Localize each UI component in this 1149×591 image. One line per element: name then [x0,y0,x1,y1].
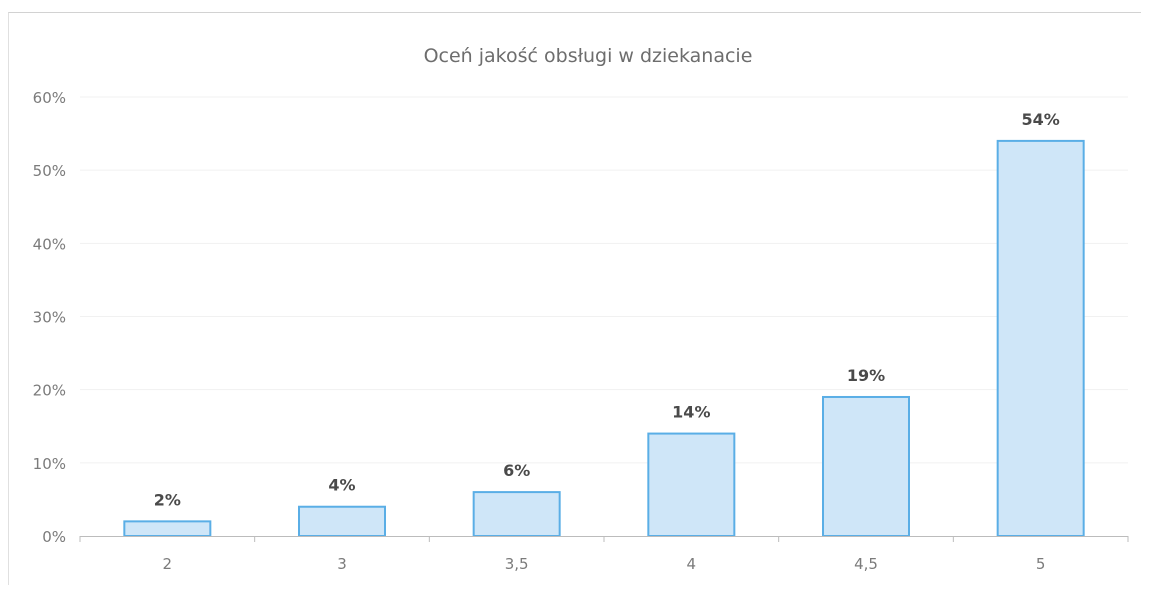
bar [123,520,212,537]
y-tick-label: 10% [33,455,66,473]
data-label: 14% [672,403,710,422]
x-tick-label: 3,5 [505,555,529,573]
x-axis: 2 3 3,5 4 4,5 5 [79,536,1129,573]
y-axis: 0% 10% 20% 30% 40% 50% 60% [33,89,66,546]
x-tick-label: 4 [687,555,697,573]
data-label: 2% [154,490,181,509]
data-label: 6% [503,461,530,480]
bar [822,395,910,537]
y-tick-label: 50% [33,162,66,180]
gridlines [80,96,1128,464]
bar [472,491,561,538]
chart-frame [8,12,1141,585]
bars [123,139,1085,538]
x-tick-label: 5 [1036,555,1046,573]
y-tick-label: 30% [33,309,66,327]
y-tick-label: 60% [33,89,66,107]
data-label: 4% [328,476,355,495]
x-tick-label: 2 [163,555,173,573]
data-label: 54% [1022,110,1060,129]
x-tick-label: 4,5 [854,555,878,573]
data-label: 19% [847,366,885,385]
chart-title: Oceń jakość obsługi w dziekanacie [424,45,753,67]
bar [298,505,386,538]
data-labels: 2% 4% 6% 14% 19% 54% [154,110,1060,509]
bar [996,139,1085,537]
y-tick-label: 20% [33,382,66,400]
x-tick-label: 3 [337,555,347,573]
y-tick-label: 40% [33,235,66,253]
bar [647,432,736,538]
y-tick-label: 0% [42,528,66,546]
